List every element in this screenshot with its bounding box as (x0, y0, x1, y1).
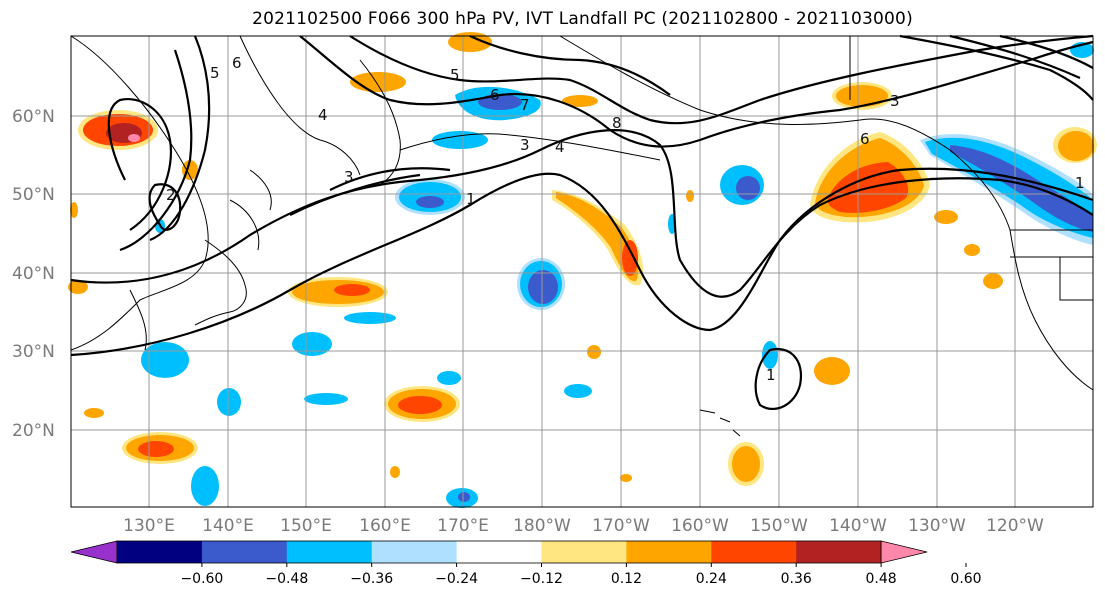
colorbar-segment (371, 541, 458, 563)
longitude-labels: 130°E 140°E 150°E 160°E 170°E 180°W 170°… (123, 516, 1044, 536)
contour-label: 6 (860, 130, 870, 148)
colorbar-segment (117, 541, 203, 563)
positive-anomaly-central-pacific (552, 190, 644, 286)
positive-anomaly-japan-sea (78, 110, 158, 150)
colorbar-segment (541, 541, 627, 563)
colorbar-segment (201, 541, 288, 563)
contour-label: 4 (318, 106, 328, 124)
lon-label: 160°W (671, 516, 729, 536)
lon-label: 170°E (437, 516, 489, 536)
colorbar-tick-label: −0.24 (435, 571, 478, 587)
map-title: 2021102500 F066 300 hPa PV, IVT Landfall… (252, 9, 913, 29)
lon-label: 160°E (359, 516, 411, 536)
lat-label: 40°N (12, 264, 55, 284)
map-frame (70, 35, 1094, 508)
contour-label: 6 (232, 54, 242, 72)
colorbar-segment (626, 541, 712, 563)
contour-label: 3 (520, 136, 530, 154)
colorbar-tick-label: −0.12 (520, 571, 563, 587)
contour-label: 6 (490, 86, 500, 104)
lon-label: 120°W (986, 516, 1044, 536)
contour-label: 8 (612, 114, 622, 132)
colorbar-segment (286, 541, 373, 563)
lon-label: 140°E (202, 516, 254, 536)
negative-anomaly-bering (395, 86, 541, 215)
colorbar-outline (116, 540, 882, 564)
colorbar-ticks: −0.60 −0.48 −0.36 −0.24 −0.12 0.12 0.24 0.36 0.4… (180, 563, 982, 587)
lon-label: 180°W (513, 516, 571, 536)
positive-anomaly-midlatitude (68, 32, 850, 486)
contour-labels: 6 5 4 3 2 1 7 8 3 4 6 1 5 6 3 1 (166, 54, 1085, 384)
contour-label: 5 (210, 64, 220, 82)
contour-label: 5 (450, 66, 460, 84)
contour-label: 1 (1075, 174, 1085, 192)
colorbar-tick-label: −0.36 (350, 571, 393, 587)
contour-label: 2 (166, 186, 176, 204)
positive-anomaly-bc-coast (832, 82, 1097, 289)
contour-label: 3 (890, 92, 900, 110)
lon-label: 170°W (592, 516, 650, 536)
lat-label: 30°N (12, 342, 55, 362)
contour-label: 1 (766, 366, 776, 384)
lon-label: 130°W (908, 516, 966, 536)
colorbar-tick-label: 0.48 (866, 571, 897, 587)
map-background (71, 36, 1093, 507)
lat-label: 50°N (12, 185, 55, 205)
colorbar-segments (70, 540, 928, 564)
lon-label: 150°E (280, 516, 332, 536)
lon-label: 150°W (750, 516, 808, 536)
lat-lon-grid (71, 36, 1093, 507)
colorbar-segment (711, 541, 797, 563)
colorbar: −0.60 −0.48 −0.36 −0.24 −0.12 0.12 0.24 0.36 0.4… (70, 540, 982, 587)
colorbar-segment (456, 541, 542, 563)
anomaly-shading (68, 32, 1097, 508)
colorbar-extend-min (70, 540, 118, 564)
contour-label: 3 (344, 168, 354, 186)
colorbar-tick-label: −0.48 (265, 571, 308, 587)
colorbar-tick-label: 0.24 (696, 571, 727, 587)
colorbar-extend-max (880, 540, 928, 564)
latitude-labels: 60°N 50°N 40°N 30°N 20°N (12, 107, 55, 441)
lat-label: 60°N (12, 107, 55, 127)
lat-label: 20°N (12, 421, 55, 441)
colorbar-tick-label: −0.60 (180, 571, 223, 587)
contour-label: 7 (520, 96, 530, 114)
lon-label: 140°W (829, 516, 887, 536)
contour-label: 1 (466, 190, 476, 208)
contour-label: 4 (555, 138, 565, 156)
colorbar-tick-label: 0.60 (950, 571, 981, 587)
lon-label: 130°E (123, 516, 175, 536)
colorbar-tick-label: 0.12 (611, 571, 642, 587)
colorbar-segment (796, 541, 882, 563)
colorbar-tick-label: 0.36 (781, 571, 812, 587)
pv-contours (70, 34, 1094, 411)
